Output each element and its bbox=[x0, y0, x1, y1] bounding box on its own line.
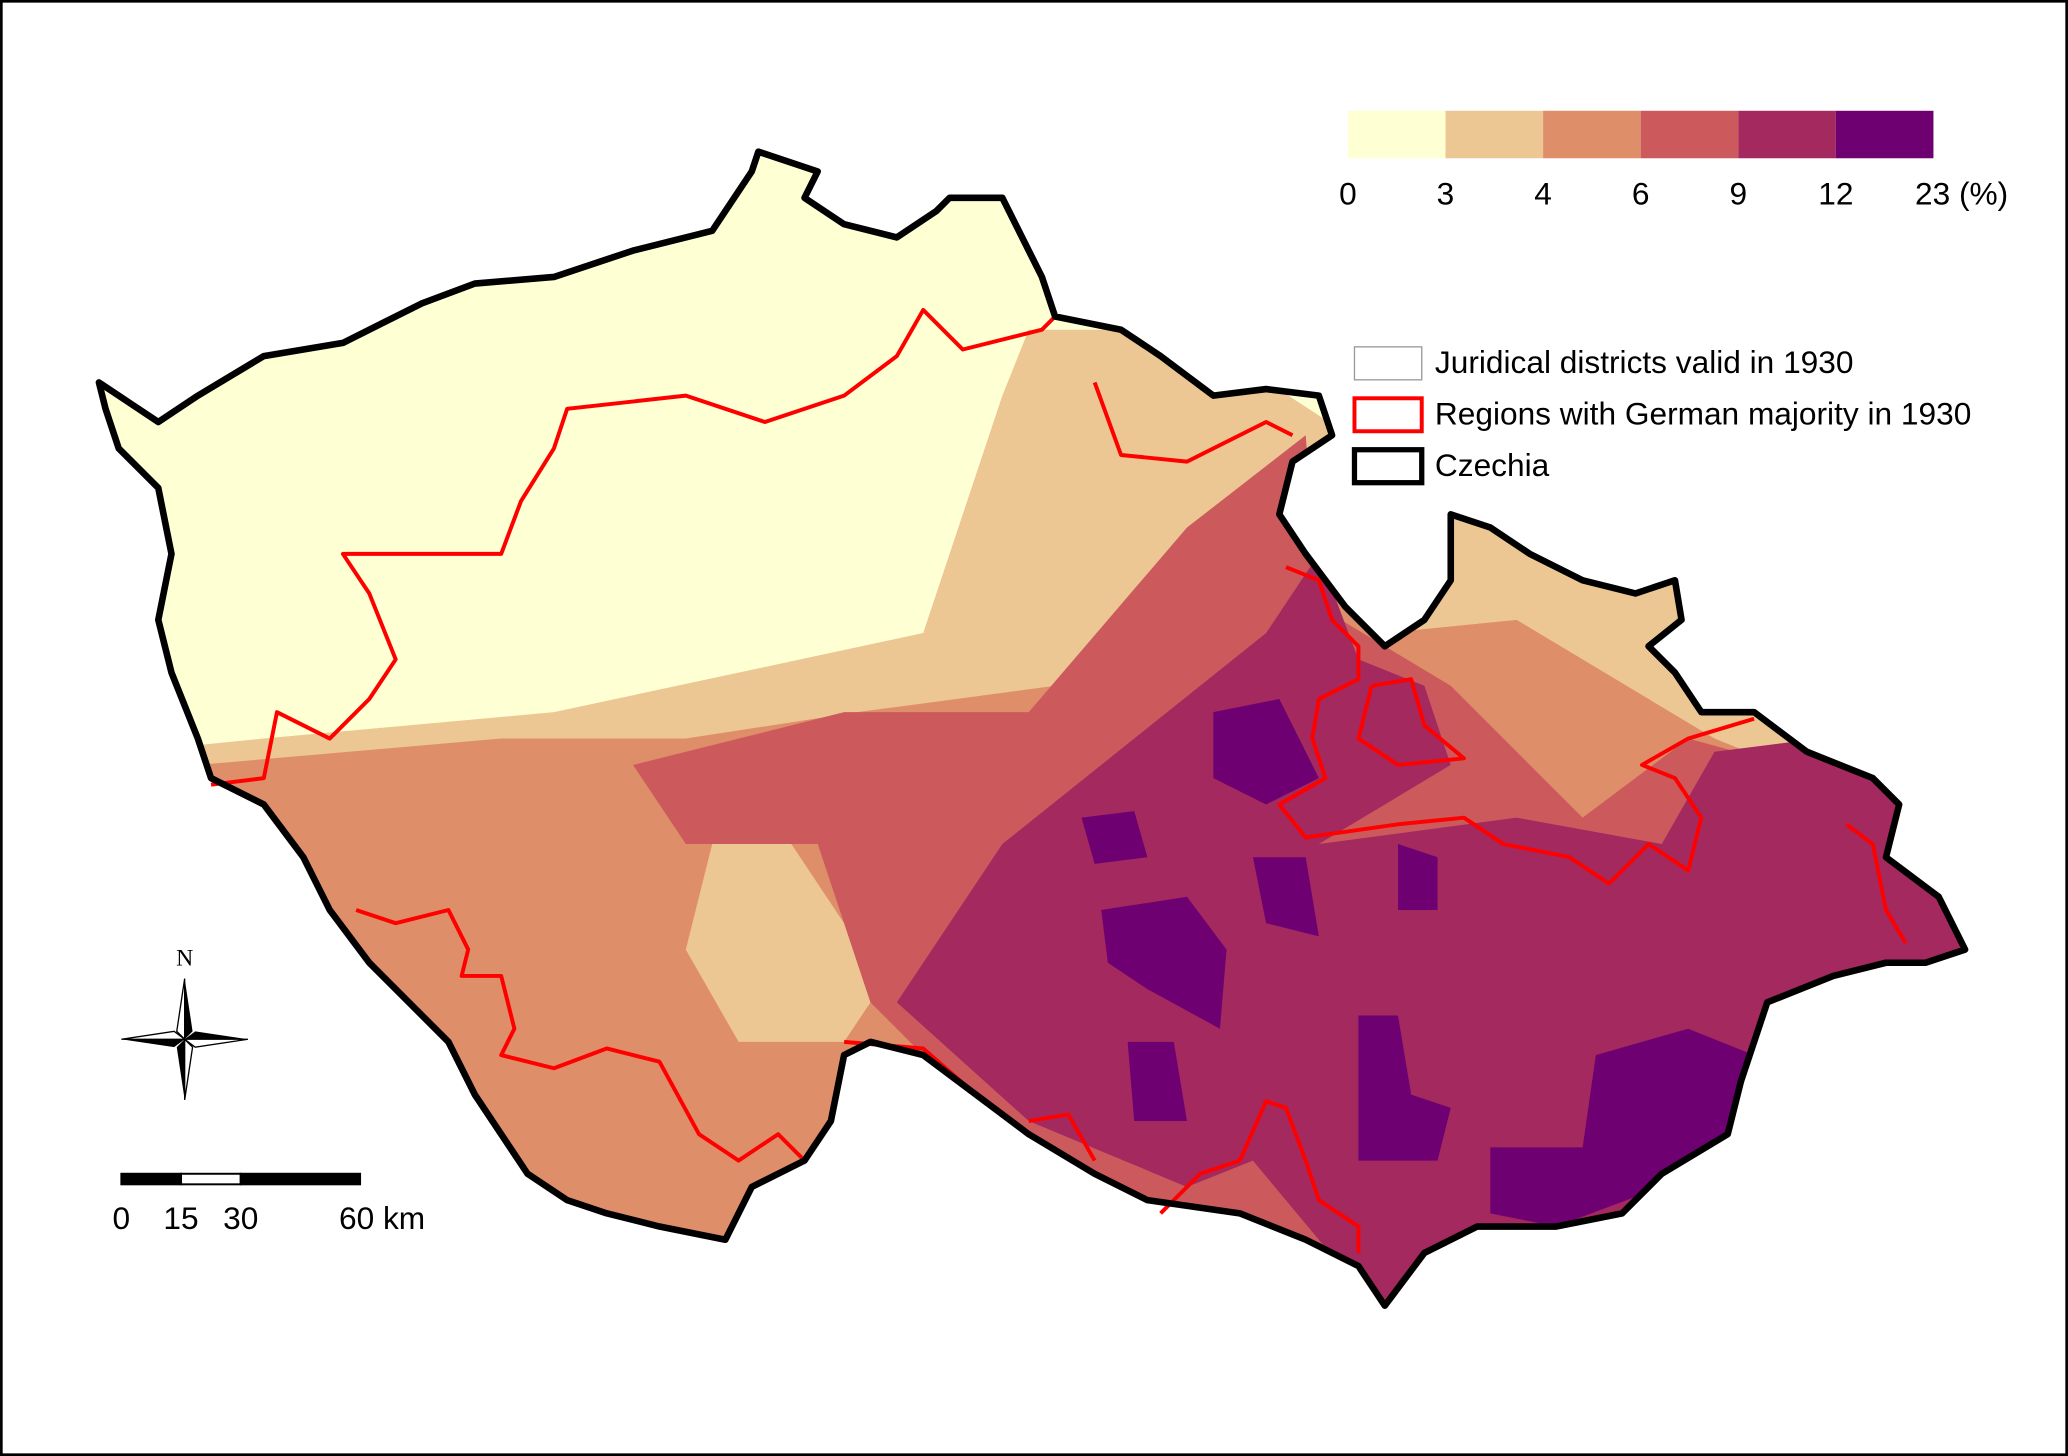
district-zone bbox=[1213, 698, 1319, 805]
scale-label: 60 km bbox=[339, 1200, 425, 1236]
german-border bbox=[1277, 565, 1755, 886]
district-zone bbox=[1081, 811, 1148, 864]
district-zone bbox=[685, 844, 871, 1042]
legend-label: Czechia bbox=[1435, 447, 1550, 483]
scale-label: 15 bbox=[163, 1200, 198, 1236]
legend-break-label: 23 (%) bbox=[1915, 175, 2008, 211]
district-zone bbox=[1127, 1041, 1187, 1122]
district-zone bbox=[1252, 857, 1319, 937]
legend-swatch bbox=[1353, 346, 1423, 381]
legend-break-label: 12 bbox=[1818, 175, 1853, 211]
arrow-part bbox=[121, 1039, 185, 1048]
district-zone bbox=[1358, 1015, 1451, 1161]
arrow-part bbox=[184, 978, 193, 1040]
arrow-part bbox=[176, 978, 186, 1041]
german-border bbox=[1092, 381, 1294, 464]
district-zone bbox=[1398, 844, 1438, 910]
arrow-part bbox=[176, 1039, 185, 1100]
legend-class bbox=[1640, 110, 1739, 159]
scale-label: 0 bbox=[113, 1200, 131, 1236]
legend-break-label: 6 bbox=[1632, 175, 1650, 211]
german-border bbox=[1356, 677, 1466, 767]
scale-label: 30 bbox=[223, 1200, 258, 1236]
district-zone bbox=[1490, 1028, 1755, 1227]
scale-segment bbox=[120, 1172, 183, 1186]
legend-break-label: 4 bbox=[1534, 175, 1552, 211]
arrow-part bbox=[184, 1037, 194, 1101]
legend-class bbox=[1445, 110, 1544, 159]
color-legend: 0 3 4 6 9 12 23 (%) bbox=[1339, 110, 2008, 211]
german-border bbox=[210, 307, 1057, 787]
north-label: N bbox=[176, 945, 193, 971]
german-border bbox=[1028, 1112, 1097, 1162]
scale-segment bbox=[180, 1172, 242, 1186]
legend-class bbox=[1543, 110, 1641, 159]
legend-break-label: 9 bbox=[1729, 175, 1747, 211]
legend-class bbox=[1347, 110, 1446, 159]
legend-class bbox=[1835, 110, 1934, 159]
german-border bbox=[1845, 822, 1908, 944]
legend-label: Juridical districts valid in 1930 bbox=[1435, 344, 1854, 380]
north-arrow: N bbox=[121, 945, 249, 1101]
arrow-part bbox=[184, 1031, 248, 1040]
legend-swatch bbox=[1351, 447, 1425, 486]
german-border bbox=[355, 908, 806, 1163]
legend-break-label: 0 bbox=[1339, 175, 1357, 211]
district-zone bbox=[1101, 896, 1227, 1029]
legend-label: Regions with German majority in 1930 bbox=[1435, 396, 1971, 432]
legend-swatch bbox=[1352, 396, 1424, 434]
scale-bar: 0 15 30 60 km bbox=[113, 1172, 425, 1236]
german-regions bbox=[210, 307, 1908, 1253]
legend-break-label: 3 bbox=[1437, 175, 1455, 211]
legend-class bbox=[1738, 110, 1836, 159]
german-border bbox=[1159, 1099, 1361, 1253]
scale-segment bbox=[239, 1172, 362, 1186]
